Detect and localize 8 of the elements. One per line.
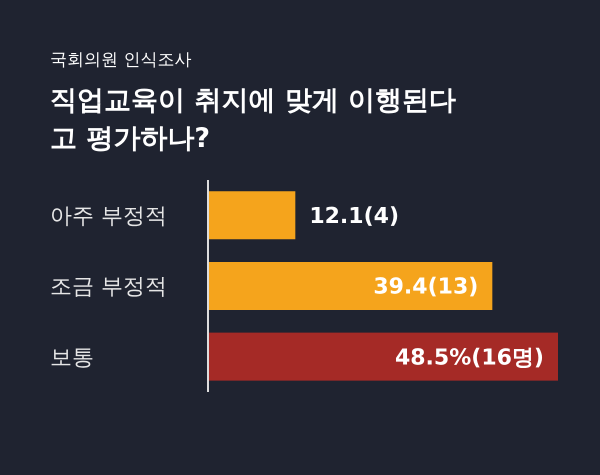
- y-tick-label: 아주 부정적: [50, 204, 167, 230]
- data-label: 48.5%(16명): [394, 345, 544, 370]
- data-label: 12.1(4): [309, 204, 400, 230]
- chart-subtitle: 국회의원 인식조사: [50, 49, 192, 71]
- y-tick-label: 보통: [50, 345, 94, 370]
- chart-title: 직업교육이 취지에 맞게 이행된다고 평가하나?: [50, 84, 458, 156]
- data-label: 39.4(13): [373, 274, 478, 300]
- y-tick-label: 조금 부정적: [50, 274, 167, 300]
